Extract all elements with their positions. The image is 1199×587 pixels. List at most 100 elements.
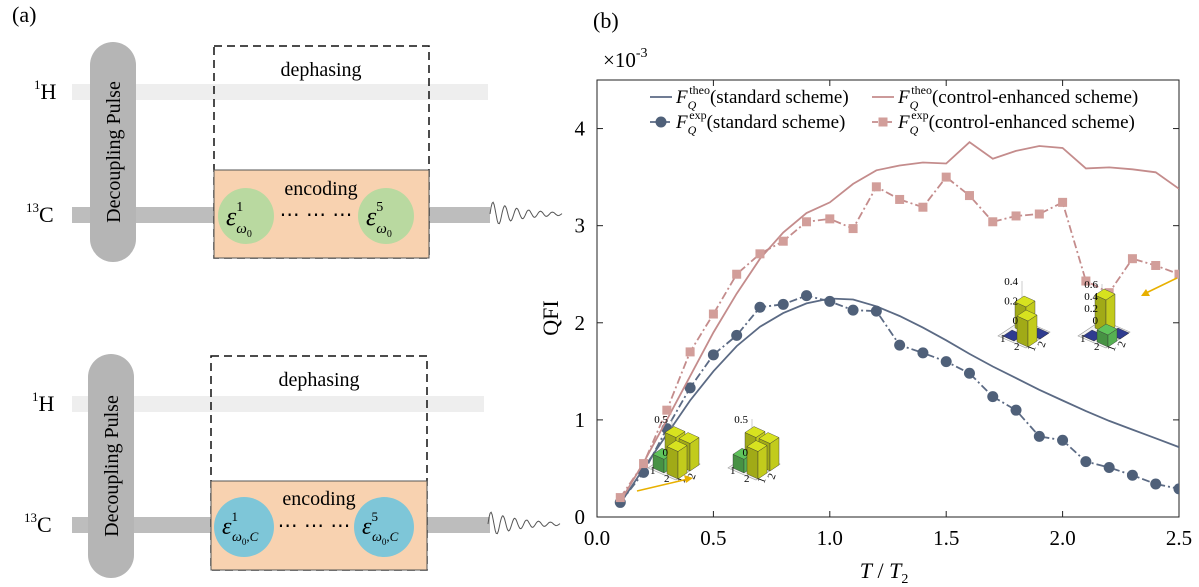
data-point <box>847 304 859 316</box>
h-wire-1 <box>72 84 488 100</box>
y-tick-label: 3 <box>575 214 586 238</box>
data-point <box>1126 469 1138 481</box>
inset-x-tick: 2 <box>664 473 670 485</box>
data-point <box>1033 430 1045 442</box>
legend-entry: FQexp(standard scheme) <box>675 108 845 137</box>
x-tick-label: 2.0 <box>1049 526 1075 550</box>
operator-circle-right-2 <box>354 497 414 557</box>
data-point <box>987 391 999 403</box>
inset-z-tick: 0 <box>1093 315 1099 327</box>
legend-marker <box>655 116 667 128</box>
data-point <box>802 217 812 227</box>
inset-bar-top <box>1096 323 1118 336</box>
inset-z-tick: 0.5 <box>734 414 748 426</box>
plot-frame <box>596 79 1180 518</box>
c-label-2: 13C <box>24 510 52 537</box>
data-point <box>1174 269 1179 279</box>
data-point <box>1058 197 1068 207</box>
data-point <box>615 493 625 503</box>
inset-arrow <box>1145 277 1178 294</box>
data-point <box>1080 456 1092 468</box>
decoupling-pulse-2 <box>88 354 134 578</box>
operator-circle-right-1 <box>358 188 414 244</box>
x-tick-label: 1.5 <box>933 526 959 550</box>
x-axis-label: T / T2 <box>860 558 909 587</box>
inset-z-tick: 0.4 <box>1084 291 1098 303</box>
operator-circle-left-1 <box>218 188 274 244</box>
data-point <box>941 172 951 182</box>
y-tick-label: 2 <box>575 311 586 335</box>
data-point <box>731 329 743 341</box>
x-tick-label: 0.0 <box>584 526 610 550</box>
inset-x-tick: 1 <box>1000 333 1006 345</box>
inset-z-tick: 0.6 <box>1084 279 1098 291</box>
data-point <box>824 295 836 307</box>
insets: 0.5012120.5012120.40.2012120.60.40.20121… <box>636 276 1178 492</box>
data-point <box>732 269 742 279</box>
legend-entry: FQtheo(control-enhanced scheme) <box>897 83 1138 112</box>
data-point <box>1057 434 1069 446</box>
y-tick-label: 1 <box>575 408 586 432</box>
data-point <box>707 349 719 361</box>
data-point <box>825 214 835 224</box>
inset-arrow-head <box>1141 289 1150 296</box>
data-point <box>708 309 718 319</box>
data-point <box>1151 260 1161 270</box>
inset-y-tick: 1 <box>1106 344 1119 353</box>
data-point <box>662 405 672 415</box>
inset-x-tick: 2 <box>1014 341 1020 353</box>
data-point <box>1034 209 1044 219</box>
data-point <box>871 182 881 192</box>
inset-bar-top <box>1094 288 1116 301</box>
inset-bar-top <box>758 432 780 444</box>
fid-signal-2 <box>487 511 561 535</box>
inset-bar-top <box>678 432 700 444</box>
inset-x-tick: 2 <box>744 473 750 485</box>
data-point <box>895 194 905 204</box>
data-point <box>777 298 789 310</box>
data-point <box>894 339 906 351</box>
data-point <box>755 249 765 259</box>
inset-z-tick: 0.2 <box>1004 296 1018 308</box>
inset-z-tick: 0.2 <box>1084 303 1098 315</box>
data-point <box>1010 404 1022 416</box>
operator-left-2: ε1 ω0,C <box>222 509 259 547</box>
data-point <box>754 301 766 313</box>
inset-bar-top <box>666 440 688 452</box>
inset-arrow-head <box>684 475 693 483</box>
inset-x-tick: 1 <box>1080 333 1086 345</box>
data-point <box>639 459 649 469</box>
data-point <box>778 236 788 246</box>
data-point <box>801 290 813 302</box>
data-point <box>638 466 650 478</box>
data-point <box>848 224 858 234</box>
c-label-1: 13C <box>26 200 54 227</box>
series-group <box>614 141 1179 508</box>
circuit-top: Decoupling Pulse dephasing encoding ε1 ω0… <box>26 42 563 262</box>
inset-bar-top <box>1016 309 1038 322</box>
inset-bar-top <box>1014 295 1036 308</box>
y-tick-label: 4 <box>575 117 586 141</box>
x-tick-label: 0.5 <box>700 526 726 550</box>
x-tick-label: 1.0 <box>817 526 843 550</box>
data-point <box>1127 254 1137 264</box>
operator-right-1: ε5 ω0 <box>366 200 392 240</box>
inset-x-tick: 1 <box>650 465 656 477</box>
h-wire-2 <box>72 396 484 412</box>
data-point <box>1011 211 1021 221</box>
inset-z-tick: 0.4 <box>1004 276 1018 288</box>
data-point <box>964 191 974 201</box>
operator-circle-left-2 <box>214 497 274 557</box>
decoupling-pulse-label-2: Decoupling Pulse <box>101 395 123 537</box>
y-axis-label: QFI <box>538 300 563 335</box>
operator-left-1: ε1 ω0 <box>226 200 252 240</box>
encoding-label-1: encoding <box>284 178 357 200</box>
inset-z-tick: 0 <box>743 447 749 459</box>
h-label-2: 1H <box>32 389 55 416</box>
data-point <box>870 305 882 317</box>
